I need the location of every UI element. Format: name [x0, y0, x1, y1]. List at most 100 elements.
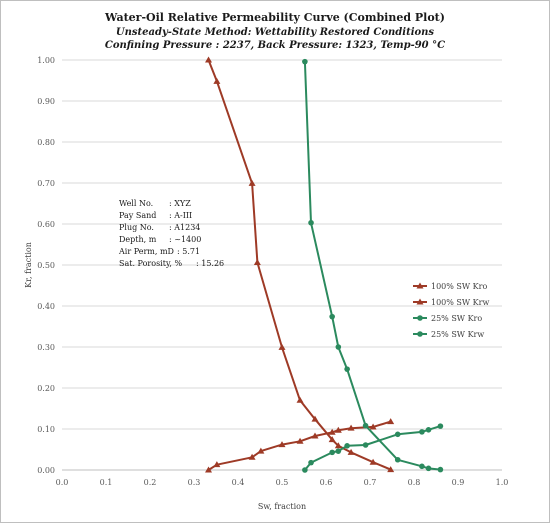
- data-point: [278, 441, 286, 448]
- info-value-well: : XYZ: [169, 199, 191, 208]
- legend-label-25-kro: 25% SW Kro: [431, 314, 482, 323]
- data-series: [205, 56, 444, 473]
- data-point: [253, 259, 261, 266]
- y-tick-label: 0.00: [37, 466, 55, 475]
- data-point: [362, 422, 369, 429]
- data-point: [394, 431, 401, 438]
- y-tick-label: 0.80: [37, 138, 55, 147]
- x-tick-label: 0.6: [320, 478, 333, 487]
- info-label-porosity: Sat. Porosity, %: [119, 259, 182, 268]
- data-point: [335, 344, 342, 350]
- data-point: [328, 428, 336, 435]
- data-point: [335, 448, 342, 454]
- legend-marker-25-kro: [417, 315, 423, 321]
- sample-info-box: Well No. : XYZ Pay Sand : A-III Plug No.…: [118, 199, 224, 268]
- data-point: [248, 453, 256, 460]
- info-value-paysand: : A-III: [169, 211, 192, 220]
- legend-label-100-krw: 100% SW Krw: [431, 298, 489, 307]
- series-line-100-sw-kro: [207, 59, 392, 471]
- info-label-depth: Depth, m: [119, 235, 157, 244]
- data-point: [328, 436, 336, 443]
- data-point: [278, 343, 286, 350]
- info-label-well: Well No.: [119, 199, 153, 208]
- series-line-100-sw-krw: [207, 420, 391, 471]
- chart-subtitle-conditions: Confining Pressure : 2237, Back Pressure…: [105, 40, 445, 51]
- data-point: [334, 442, 342, 449]
- y-tick-label: 0.20: [37, 384, 55, 393]
- series-line-25-sw-krw: [304, 425, 441, 471]
- data-point: [308, 459, 314, 466]
- data-point: [213, 461, 221, 468]
- data-point: [296, 396, 304, 403]
- legend-label-100-kro: 100% SW Kro: [431, 282, 487, 291]
- data-point: [344, 366, 350, 372]
- data-point: [437, 466, 444, 473]
- info-value-porosity: : 15.26: [196, 259, 224, 268]
- info-value-airperm: : 5.71: [177, 247, 200, 256]
- x-tick-label: 1.0: [496, 478, 509, 487]
- legend-marker-25-krw: [417, 331, 423, 337]
- data-point: [394, 456, 401, 463]
- x-tick-label: 0.1: [100, 478, 113, 487]
- y-tick-label: 1.00: [37, 56, 55, 65]
- info-value-depth: : ~1400: [169, 235, 201, 244]
- data-point: [369, 423, 377, 430]
- data-point: [308, 219, 314, 226]
- data-point: [425, 427, 432, 433]
- x-tick-label: 0.3: [188, 478, 201, 487]
- data-point: [205, 466, 213, 473]
- chart-title: Water-Oil Relative Permeability Curve (C…: [104, 11, 445, 24]
- data-point: [347, 448, 355, 455]
- info-value-plug: : A1234: [169, 223, 200, 232]
- data-point: [302, 467, 308, 473]
- data-point: [387, 418, 395, 425]
- data-point: [257, 447, 265, 454]
- y-tick-label: 0.60: [37, 220, 55, 229]
- x-tick-labels: 0.0 0.1 0.2 0.3 0.4 0.5 0.6 0.7 0.8 0.9 1.0: [56, 478, 509, 487]
- data-point: [334, 426, 342, 433]
- legend-marker-100-kro: [416, 282, 424, 289]
- series-25-sw-kro: [302, 58, 444, 473]
- data-point: [437, 423, 444, 429]
- legend-marker-100-krw: [416, 298, 424, 305]
- y-tick-label: 0.30: [37, 343, 55, 352]
- series-100-sw-krw: [205, 418, 395, 473]
- x-tick-label: 0.0: [56, 478, 69, 487]
- y-tick-labels: 0.00 0.10 0.20 0.30 0.40 0.50 0.60 0.70 0.80 0.90…: [37, 56, 55, 475]
- x-tick-label: 0.7: [364, 478, 377, 487]
- x-tick-label: 0.8: [408, 478, 421, 487]
- data-point: [419, 429, 425, 435]
- data-point: [344, 443, 350, 449]
- y-tick-label: 0.90: [37, 97, 55, 106]
- y-tick-label: 0.50: [37, 261, 55, 270]
- data-point: [425, 465, 432, 472]
- x-tick-label: 0.4: [232, 478, 245, 487]
- data-point: [205, 56, 213, 63]
- chart-legend: 100% SW Kro 100% SW Krw 25% SW Kro 25% S…: [413, 282, 489, 339]
- y-axis-label: Kr, fraction: [24, 242, 33, 288]
- x-tick-label: 0.2: [144, 478, 157, 487]
- info-label-paysand: Pay Sand: [119, 211, 156, 220]
- data-point: [387, 466, 395, 473]
- data-point: [419, 463, 425, 470]
- data-point: [311, 415, 319, 422]
- info-label-plug: Plug No.: [119, 223, 154, 232]
- data-point: [329, 313, 335, 320]
- chart-subtitle-method: Unsteady-State Method: Wettability Resto…: [116, 27, 435, 38]
- data-point: [347, 424, 355, 431]
- data-point: [248, 179, 256, 186]
- x-axis-label: Sw, fraction: [258, 502, 306, 511]
- series-100-sw-kro: [205, 56, 395, 473]
- data-point: [311, 432, 319, 439]
- info-label-airperm: Air Perm, mD: [118, 247, 174, 256]
- series-25-sw-krw: [302, 423, 444, 473]
- series-line-25-sw-kro: [303, 61, 441, 471]
- data-point: [296, 437, 304, 444]
- data-point: [329, 449, 335, 456]
- data-point: [213, 77, 221, 84]
- data-point: [362, 442, 369, 448]
- legend-label-25-krw: 25% SW Krw: [431, 330, 484, 339]
- y-tick-label: 0.70: [37, 179, 55, 188]
